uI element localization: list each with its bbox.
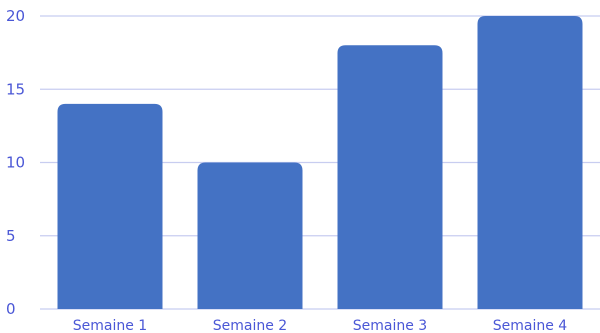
x-tick-label-semaine-2: Semaine 2 (213, 318, 287, 333)
bar-semaine-3 (337, 45, 443, 310)
bar-semaine-2 (197, 162, 303, 309)
x-axis-labels: Semaine 1 Semaine 2 Semaine 3 Semaine 4 (73, 318, 568, 333)
y-tick-label-15: 15 (6, 80, 25, 98)
bar-semaine-4 (477, 16, 583, 309)
y-tick-label-10: 10 (6, 154, 25, 172)
y-axis-ticks: 0 5 10 15 20 (6, 7, 25, 318)
x-tick-label-semaine-4: Semaine 4 (493, 318, 568, 333)
y-tick-label-0: 0 (6, 300, 16, 318)
x-tick-label-semaine-3: Semaine 3 (353, 318, 427, 333)
bars (57, 16, 583, 310)
x-tick-label-semaine-1: Semaine 1 (73, 318, 147, 333)
bar-semaine-1 (57, 103, 163, 310)
y-tick-label-5: 5 (6, 227, 16, 245)
y-tick-label-20: 20 (6, 7, 25, 25)
